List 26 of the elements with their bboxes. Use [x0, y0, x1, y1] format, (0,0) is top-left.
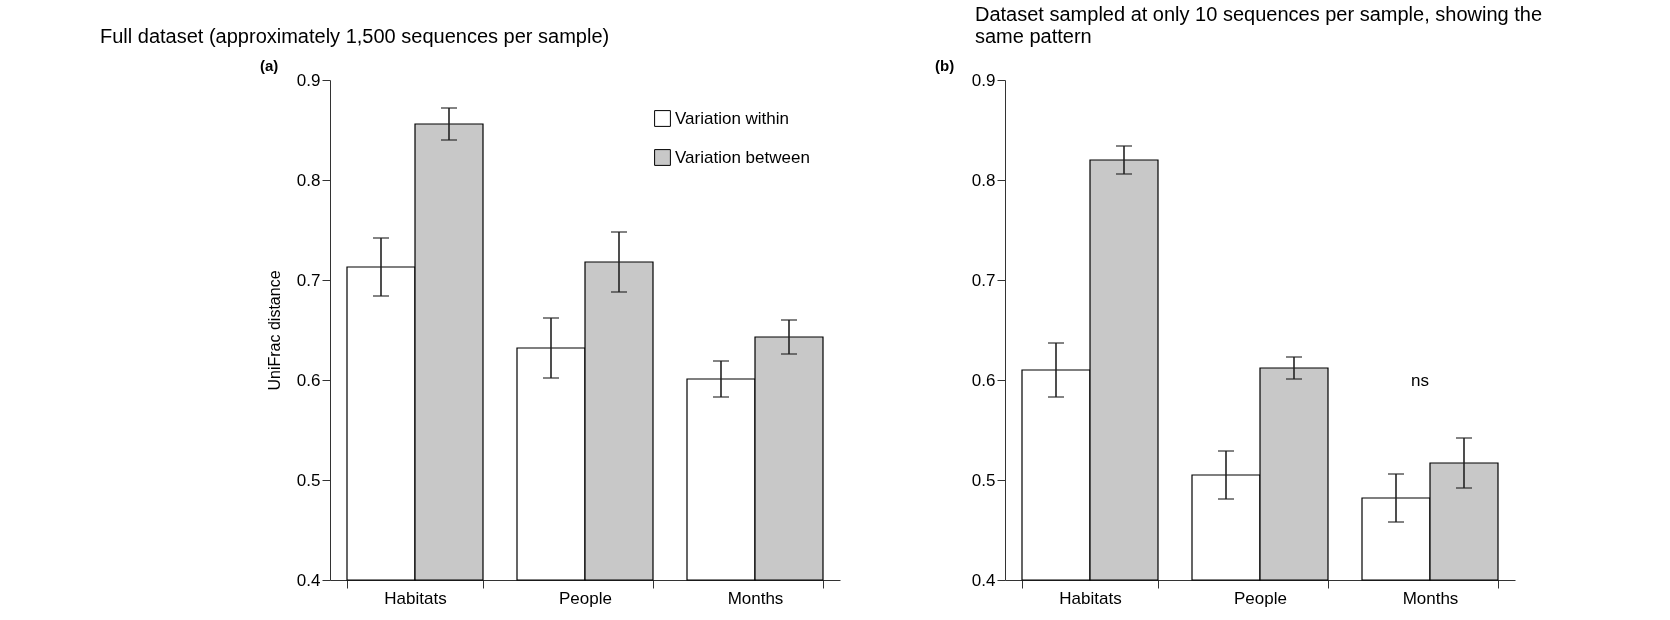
- y-tick-label: 0.7: [296, 270, 321, 290]
- annotation: ns: [1411, 371, 1429, 390]
- x-tick-label: People: [1234, 588, 1287, 608]
- x-tick-label: Habitats: [384, 588, 447, 608]
- y-tick-label: 0.4: [296, 570, 321, 590]
- legend-label: Variation between: [675, 147, 810, 167]
- chart-title: Full dataset (approximately 1,500 sequences per sample): [100, 25, 610, 47]
- y-tick-label: 0.5: [971, 470, 996, 490]
- y-tick-label: 0.6: [296, 370, 321, 390]
- y-tick-label: 0.9: [971, 70, 996, 90]
- x-tick-label: Months: [1402, 588, 1459, 608]
- y-tick-label: 0.8: [296, 170, 321, 190]
- legend-label: Variation within: [675, 108, 790, 128]
- text: (b): [935, 57, 955, 74]
- y-tick-label: 0.9: [296, 70, 321, 90]
- y-tick-label: 0.4: [971, 570, 996, 590]
- x-tick-label: Months: [727, 588, 784, 608]
- y-tick-label: 0.8: [971, 170, 996, 190]
- y-tick-label: 0.6: [971, 370, 996, 390]
- chart-title: Dataset sampled at only 10 sequences per sample, showing the same pattern: [975, 3, 1543, 47]
- x-tick-label: Habitats: [1059, 588, 1122, 608]
- text: (a): [260, 57, 279, 74]
- y-tick-label: 0.7: [971, 270, 996, 290]
- y-axis-title: UniFrac distance: [265, 270, 283, 391]
- x-tick-label: People: [559, 588, 612, 608]
- y-tick-label: 0.5: [296, 470, 321, 490]
